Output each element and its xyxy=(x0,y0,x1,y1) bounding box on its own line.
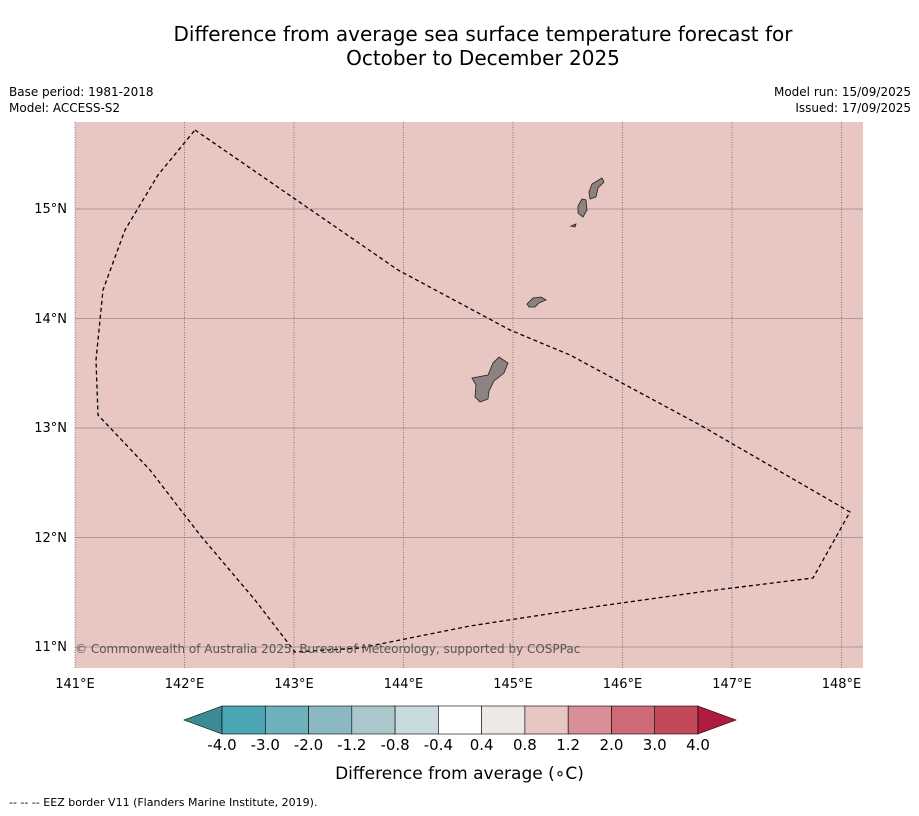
colorbar-segment xyxy=(567,705,612,735)
colorbar-segment xyxy=(654,705,699,735)
lon-tick-labels: 141°E 142°E 143°E 144°E 145°E 146°E 147°… xyxy=(55,677,861,692)
title-line-2: October to December 2025 xyxy=(346,46,620,70)
lat-tick: 15°N xyxy=(34,202,67,217)
colorbar-segment xyxy=(394,705,439,735)
colorbar-segment xyxy=(264,705,309,735)
lat-tick-labels: 15°N 14°N 13°N 12°N 11°N xyxy=(34,202,67,655)
colorbar xyxy=(183,705,737,735)
lat-tick: 12°N xyxy=(34,531,67,546)
colorbar-under-arrow xyxy=(183,705,223,735)
saipan-island xyxy=(588,177,605,200)
colorbar-tick-label: -3.0 xyxy=(250,736,280,754)
gridlines xyxy=(74,122,842,668)
lat-tick: 14°N xyxy=(34,312,67,327)
meta-left: Base period: 1981-2018 Model: ACCESS-S2 xyxy=(9,84,154,116)
model-run: Model run: 15/09/2025 xyxy=(773,85,911,99)
colorbar-segment xyxy=(308,705,353,735)
lon-tick: 148°E xyxy=(822,677,862,692)
chart-title: Difference from average sea surface temp… xyxy=(50,22,916,70)
lon-tick: 144°E xyxy=(384,677,424,692)
guam-island xyxy=(471,356,509,403)
land-areas xyxy=(471,177,605,403)
colorbar-tick-label: 4.0 xyxy=(686,736,710,754)
colorbar-tick-label: -0.4 xyxy=(423,736,453,754)
colorbar-segment xyxy=(221,705,266,735)
colorbar-segment xyxy=(524,705,569,735)
colorbar-tick-label: 0.4 xyxy=(469,736,494,754)
colorbar-over-arrow xyxy=(697,705,737,735)
colorbar-tick-label: -1.2 xyxy=(337,736,367,754)
footnote: -- -- -- EEZ border V11 (Flanders Marine… xyxy=(9,796,318,809)
tinian-island xyxy=(577,198,588,218)
copyright-text: © Commonwealth of Australia 2025, Bureau… xyxy=(75,642,580,656)
lat-tick: 13°N xyxy=(34,421,67,436)
colorbar-tick-label: 2.0 xyxy=(599,736,624,754)
colorbar-title: Difference from average (∘C) xyxy=(335,764,584,784)
lon-tick: 146°E xyxy=(603,677,643,692)
lat-tick: 11°N xyxy=(34,640,67,655)
lon-tick: 143°E xyxy=(274,677,314,692)
colorbar-tick-label: 1.2 xyxy=(556,736,581,754)
issued-date: Issued: 17/09/2025 xyxy=(795,101,911,115)
lon-tick: 147°E xyxy=(712,677,752,692)
parallels xyxy=(75,208,863,648)
colorbar-tick-label: 3.0 xyxy=(642,736,667,754)
aguijan-islet xyxy=(569,223,577,228)
colorbar-segment xyxy=(438,705,482,735)
colorbar-tick-label: -4.0 xyxy=(207,736,237,754)
base-period: Base period: 1981-2018 xyxy=(9,85,154,99)
colorbar-tick-label: -0.8 xyxy=(380,736,410,754)
colorbar-tick-label: -2.0 xyxy=(293,736,324,754)
meta-right: Model run: 15/09/2025 Issued: 17/09/2025 xyxy=(774,84,911,116)
lon-tick: 145°E xyxy=(493,677,533,692)
colorbar-segment xyxy=(611,705,656,735)
colorbar-segment xyxy=(481,705,526,735)
model-name: Model: ACCESS-S2 xyxy=(9,101,121,115)
title-line-1: Difference from average sea surface temp… xyxy=(173,22,793,46)
colorbar-tick-label: 0.8 xyxy=(512,736,537,754)
lon-tick: 141°E xyxy=(55,677,95,692)
rota-island xyxy=(526,296,547,308)
lon-tick: 142°E xyxy=(165,677,205,692)
colorbar-segment xyxy=(351,705,396,735)
